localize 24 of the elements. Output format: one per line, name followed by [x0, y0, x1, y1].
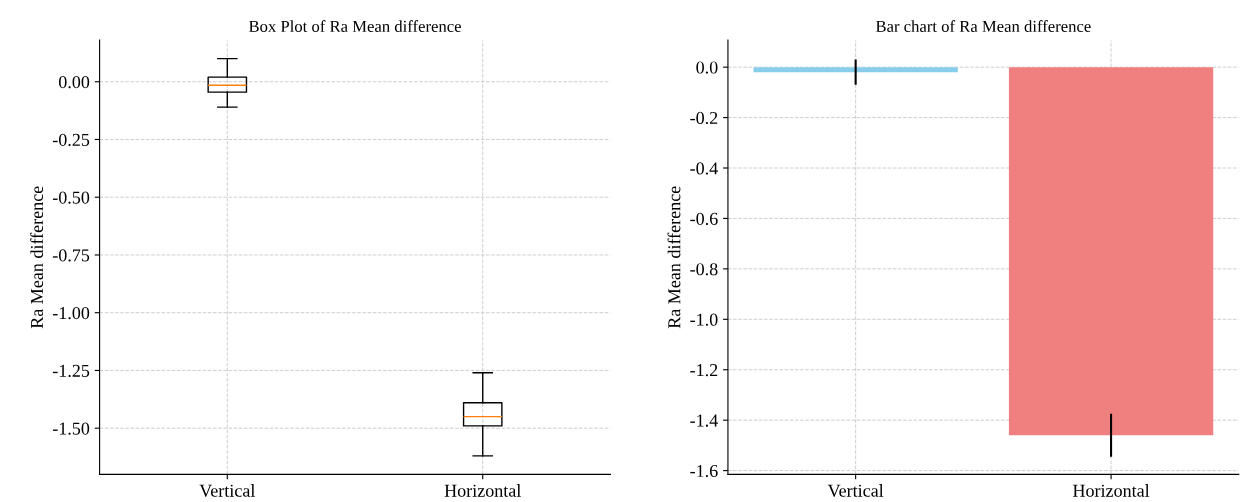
y-axis-title: Ra Mean difference [30, 186, 44, 329]
x-tick-label: Horizontal [1072, 484, 1150, 497]
y-tick-label: -0.2 [690, 111, 718, 125]
y-tick-label: -1.6 [690, 464, 718, 478]
x-tick-label: Vertical [827, 484, 884, 497]
y-tick-label: -0.6 [690, 212, 718, 225]
y-tick-label: -0.75 [52, 249, 90, 262]
chart-title: Bar chart of Ra Mean difference [875, 20, 1091, 32]
y-tick-label: -1.50 [52, 422, 90, 435]
y-tick-label: -1.00 [52, 306, 90, 320]
y-tick-label: 0.0 [696, 61, 718, 74]
y-axis-title: Ra Mean difference [667, 186, 681, 329]
y-tick-label: -1.2 [690, 364, 718, 377]
y-tick-label: -1.4 [690, 414, 718, 427]
y-tick-label: -1.25 [52, 364, 90, 377]
chart-title: Box Plot of Ra Mean difference [248, 20, 461, 32]
y-tick-label: -0.25 [52, 133, 90, 146]
x-tick-label: Vertical [199, 484, 256, 497]
y-tick-label: -0.8 [690, 263, 718, 276]
y-tick-label: -1.0 [690, 313, 718, 326]
y-tick-label: -0.50 [52, 191, 90, 204]
x-tick-label: Horizontal [444, 484, 521, 497]
y-tick-label: -0.4 [690, 162, 718, 175]
y-tick-label: 0.00 [58, 75, 90, 89]
